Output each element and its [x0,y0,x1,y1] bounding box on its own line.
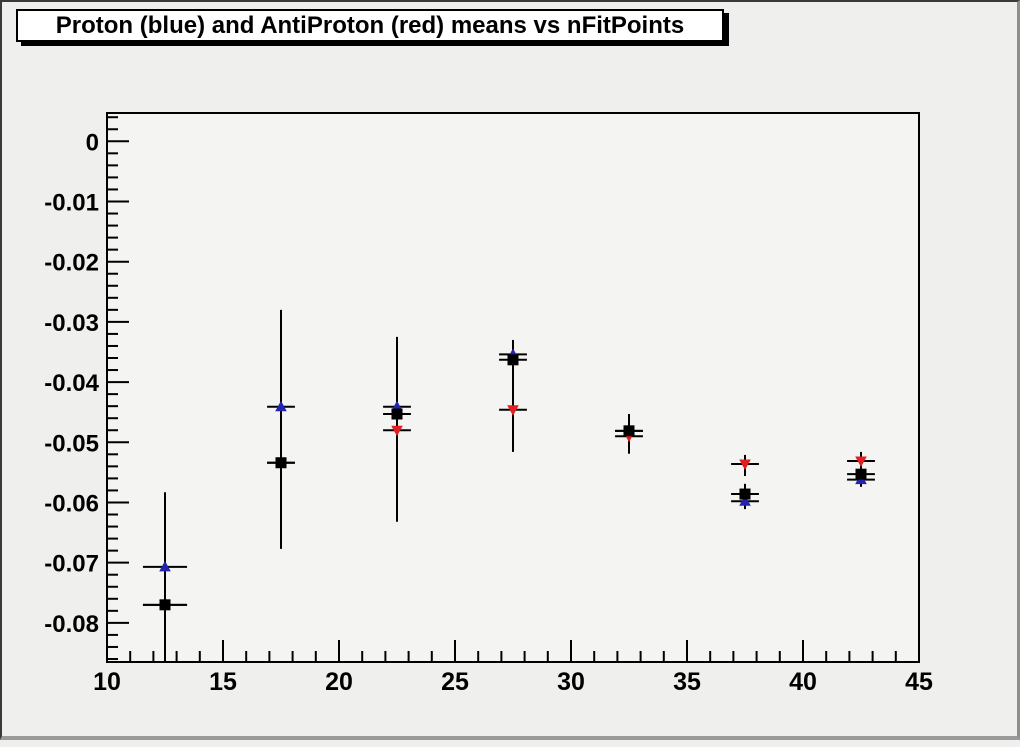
y-axis: 0 -0.01 -0.02 -0.03 -0.04 -0.05 -0.06 -0.07 -0.0… [44,116,129,660]
y-tick-label: -0.06 [44,490,99,517]
square-marker [391,408,403,420]
y-tick-label: -0.01 [44,189,99,216]
x-tick-label: 35 [673,668,701,696]
y-tick-label: -0.04 [44,370,99,397]
x-tick-label: 25 [441,668,469,696]
square-marker [275,457,287,469]
triangle-down-marker [739,459,751,470]
square-marker [507,354,519,366]
triangle-up-marker [275,400,287,412]
plot-title: Proton (blue) and AntiProton (red) means… [55,11,685,39]
plot-title-box: Proton (blue) and AntiProton (red) means… [16,9,724,42]
series-unlabeled-black [142,354,875,611]
square-marker [855,468,867,480]
square-marker [739,488,751,500]
x-axis: 10 15 20 25 30 35 40 45 [93,640,933,696]
y-tick-label: 0 [86,129,99,156]
square-marker [623,425,635,437]
triangle-up-marker [159,560,171,572]
y-tick-label: -0.08 [44,611,99,638]
x-tick-label: 20 [325,668,353,696]
triangle-down-marker [507,405,519,416]
triangle-down-marker [855,456,867,467]
y-tick-label: -0.03 [44,310,99,337]
y-tick-label: -0.05 [44,430,99,457]
x-tick-label: 10 [93,668,121,696]
triangle-up-marker [739,495,751,506]
x-tick-label: 45 [905,668,933,696]
x-tick-label: 15 [209,668,237,696]
x-tick-label: 30 [557,668,585,696]
square-marker [159,599,171,611]
triangle-down-marker [391,425,403,437]
x-tick-label: 40 [789,668,817,696]
y-tick-label: -0.02 [44,250,99,277]
y-tick-label: -0.07 [44,551,99,578]
